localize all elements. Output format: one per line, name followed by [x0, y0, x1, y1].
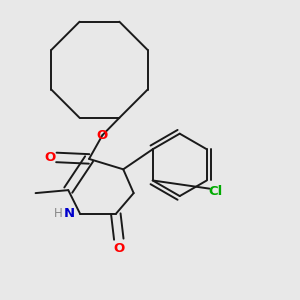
Text: O: O	[113, 242, 124, 255]
Text: Cl: Cl	[208, 185, 223, 198]
Text: H: H	[53, 206, 62, 220]
Text: O: O	[44, 151, 56, 164]
Text: O: O	[97, 129, 108, 142]
Text: N: N	[63, 206, 74, 220]
